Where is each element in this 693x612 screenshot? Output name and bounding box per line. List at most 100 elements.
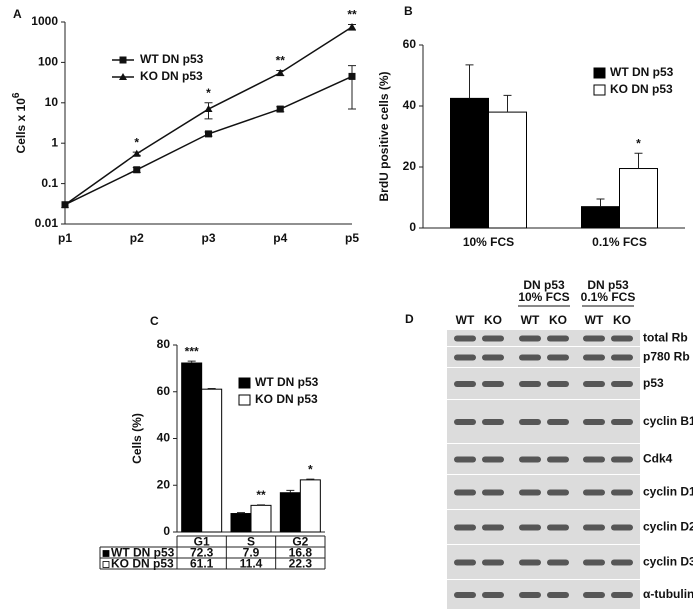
blot-band (519, 489, 541, 496)
blot-band (611, 381, 633, 387)
group-label: 0.1% FCS (581, 290, 636, 304)
row-label: p780 Rb (643, 350, 690, 364)
x-tick-label: p3 (201, 231, 215, 245)
error-bar (237, 512, 245, 514)
blot-band (611, 456, 633, 463)
row-label: Cdk4 (643, 452, 673, 466)
group-label: DN p53 (523, 278, 565, 292)
marker (276, 68, 285, 76)
blot-band (454, 354, 476, 361)
bar (230, 513, 252, 533)
y-tick-label: 0.01 (35, 216, 59, 230)
table-swatch (102, 561, 110, 568)
marker (348, 23, 356, 31)
bar (201, 388, 223, 533)
panel-label: C (150, 314, 159, 328)
significance-mark: ** (276, 54, 286, 68)
marker (205, 130, 212, 138)
y-axis-label-exponent: 6 (11, 92, 22, 98)
group-label: DN p53 (587, 278, 629, 292)
x-tick-label: p5 (345, 231, 359, 245)
legend-label: WT DN p53 (140, 52, 204, 66)
blot-band (454, 489, 476, 496)
blot-band (547, 524, 569, 531)
blot-band (519, 419, 541, 425)
blot-band (519, 456, 541, 463)
y-axis-label-text: Cells (%) (130, 413, 144, 464)
legend-swatch (593, 67, 606, 79)
lane-label: WT (521, 313, 540, 327)
row-label: cyclin B1 (643, 414, 693, 428)
legend-swatch (238, 377, 251, 389)
blot-strip (447, 580, 640, 609)
legend-label: KO DN p53 (255, 392, 318, 406)
bar (250, 504, 272, 533)
blot-band (611, 489, 633, 496)
blot-strip (447, 545, 640, 579)
blot-band (454, 381, 476, 387)
y-tick-label: 1000 (31, 14, 58, 28)
blot-band (547, 381, 569, 387)
blot-band (611, 559, 633, 566)
error-bar (634, 152, 643, 169)
blot-band (611, 592, 633, 598)
bar (279, 492, 301, 533)
table-cell: 72.3 (190, 546, 214, 560)
blot-band (519, 335, 541, 342)
significance-mark: *** (185, 344, 199, 358)
bar (581, 206, 620, 229)
legend-marker (119, 56, 127, 64)
blot-band (583, 559, 605, 566)
y-tick-label: 40 (403, 98, 417, 112)
significance-mark: * (206, 86, 211, 100)
significance-mark: ** (347, 8, 357, 22)
marker (61, 200, 69, 208)
lane-label: WT (585, 313, 604, 327)
panel-label: A (13, 7, 22, 21)
blot-strip (447, 330, 640, 346)
row-label: cyclin D3 (643, 555, 693, 569)
legend-label: WT DN p53 (610, 65, 674, 79)
legend-label: KO DN p53 (140, 69, 203, 83)
y-tick-label: 60 (157, 384, 171, 398)
blot-band (482, 592, 504, 598)
lane-label: KO (613, 313, 631, 327)
blot-band (482, 419, 504, 425)
group-label: 10% FCS (518, 290, 569, 304)
legend-marker (119, 73, 127, 80)
table-cell: 7.9 (243, 546, 260, 560)
table-cell: 61.1 (190, 557, 214, 571)
error-bar (286, 489, 295, 493)
y-tick-label: 80 (157, 337, 171, 351)
row-label: total Rb (643, 331, 688, 345)
lane-label: WT (456, 313, 475, 327)
lane-label: KO (549, 313, 567, 327)
error-bar (187, 360, 196, 363)
blot-band (519, 559, 541, 566)
x-tick-label: 10% FCS (463, 235, 514, 249)
y-tick-label: 20 (403, 159, 417, 173)
table-header: S (247, 535, 255, 549)
legend-label: WT DN p53 (255, 375, 319, 389)
x-tick-label: p4 (273, 231, 287, 245)
bar (450, 97, 489, 229)
blot-band (482, 335, 504, 342)
blot-band (454, 524, 476, 531)
table-row-label: WT DN p53 (111, 546, 175, 560)
y-tick-label: 20 (157, 477, 171, 491)
blot-band (547, 335, 569, 342)
blot-band (519, 354, 541, 361)
blot-band (583, 381, 605, 387)
significance-mark: * (636, 136, 641, 150)
y-axis-label: BrdU positive cells (%) (377, 71, 391, 201)
blot-band (583, 419, 605, 425)
blot-band (611, 354, 633, 361)
bar (619, 168, 658, 229)
x-tick-label: p2 (130, 231, 144, 245)
error-bar (503, 94, 512, 113)
blot-band (547, 559, 569, 566)
y-tick-label: 0.1 (41, 176, 58, 190)
blot-band (454, 419, 476, 425)
blot-band (482, 456, 504, 463)
